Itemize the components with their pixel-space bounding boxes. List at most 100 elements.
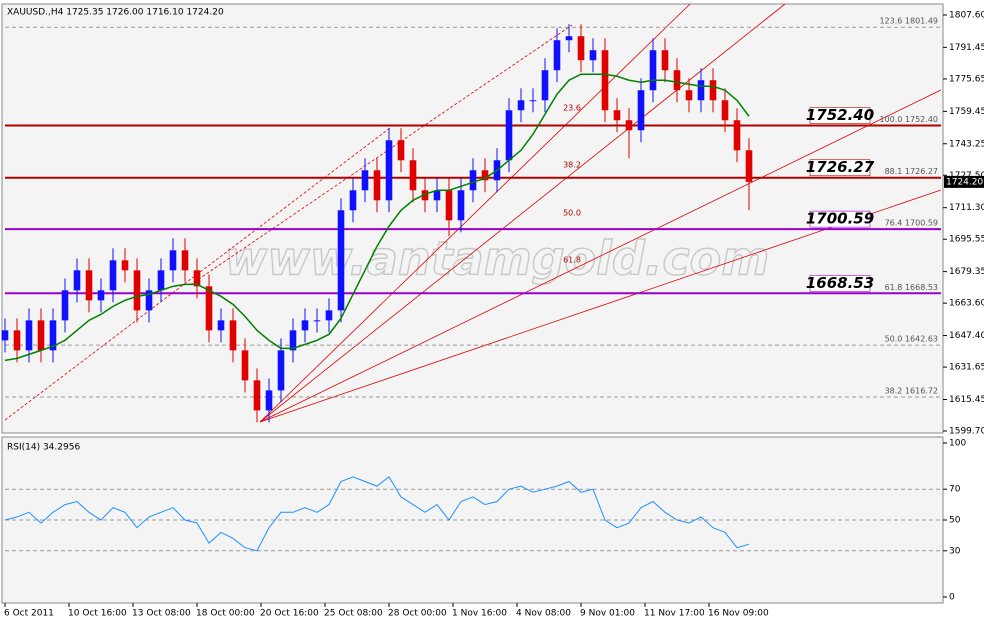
candle-body bbox=[193, 270, 201, 287]
y-tick-label: 1727.50 bbox=[949, 171, 984, 181]
candle-body bbox=[217, 320, 225, 331]
fib-label: 50.0 1642.63 bbox=[885, 335, 938, 344]
y-tick-label: 1679.35 bbox=[949, 267, 984, 277]
x-tick-label: 28 Oct 00:00 bbox=[388, 609, 447, 619]
candle-body bbox=[625, 120, 633, 131]
moving-average bbox=[4, 73, 750, 362]
candle-body bbox=[85, 270, 93, 301]
fan-label: 61.8 bbox=[563, 256, 581, 265]
y-tick-label: 0 bbox=[949, 593, 955, 603]
candle-body bbox=[421, 190, 429, 201]
y-tick-label: 100 bbox=[949, 439, 966, 449]
candle-body bbox=[73, 270, 81, 291]
candle-body bbox=[61, 290, 69, 321]
x-tick-label: 6 Oct 2011 bbox=[4, 609, 54, 619]
y-tick-label: 1647.40 bbox=[949, 331, 984, 341]
rsi-title: RSI(14) 34.2956 bbox=[7, 443, 80, 453]
candle-body bbox=[613, 110, 621, 121]
current-price-label: 1724.20 bbox=[946, 177, 983, 187]
y-tick-label: 1791.45 bbox=[949, 43, 984, 53]
fib-label: 88.1 1726.27 bbox=[885, 167, 938, 176]
candle-body bbox=[373, 170, 381, 201]
x-tick-label: 10 Oct 16:00 bbox=[68, 609, 127, 619]
fib-label: 123.6 1801.49 bbox=[879, 17, 938, 26]
candle-body bbox=[205, 286, 213, 331]
fan-label: 38.2 bbox=[563, 161, 581, 170]
candle-body bbox=[109, 260, 117, 291]
candle-body bbox=[229, 320, 237, 351]
candle-body bbox=[673, 70, 681, 91]
fib-label: 100.0 1752.40 bbox=[879, 115, 938, 124]
y-tick-label: 1695.55 bbox=[949, 235, 984, 245]
x-tick-label: 11 Nov 17:00 bbox=[644, 609, 705, 619]
fib-label: 76.4 1700.59 bbox=[885, 219, 938, 228]
y-tick-label: 1663.60 bbox=[949, 299, 984, 309]
y-tick-label: 1743.25 bbox=[949, 139, 984, 149]
candle-body bbox=[541, 70, 549, 101]
candle-body bbox=[481, 170, 489, 181]
candle-body bbox=[565, 36, 573, 41]
x-tick-label: 18 Oct 00:00 bbox=[196, 609, 255, 619]
candle-body bbox=[409, 160, 417, 191]
candle-body bbox=[397, 140, 405, 161]
level-box bbox=[809, 210, 871, 228]
level-box bbox=[809, 159, 871, 177]
x-tick-label: 13 Oct 08:00 bbox=[132, 609, 191, 619]
candle-body bbox=[277, 350, 285, 391]
candle-body bbox=[553, 40, 561, 71]
candle-body bbox=[469, 170, 477, 191]
candle-body bbox=[1, 330, 9, 341]
y-tick-label: 50 bbox=[949, 516, 961, 526]
candle-body bbox=[253, 380, 261, 411]
level-box bbox=[809, 107, 871, 124]
level-label: 1700.59 bbox=[806, 210, 874, 228]
x-tick-label: 25 Oct 08:00 bbox=[324, 609, 383, 619]
watermark: www.antamgold.com bbox=[225, 232, 769, 286]
candle-body bbox=[169, 250, 177, 271]
y-tick-label: 1807.60 bbox=[949, 11, 984, 21]
candle-body bbox=[505, 110, 513, 161]
y-tick-label: 1775.65 bbox=[949, 74, 984, 84]
candle-body bbox=[325, 310, 333, 321]
y-tick-label: 1631.65 bbox=[949, 363, 984, 373]
fan-label: 23.6 bbox=[563, 104, 581, 113]
candle-body bbox=[289, 330, 297, 351]
candle-body bbox=[589, 50, 597, 61]
candle-body bbox=[709, 80, 717, 101]
level-label: 1726.27 bbox=[806, 158, 875, 176]
level-label: 1752.40 bbox=[806, 106, 874, 124]
candle-body bbox=[49, 320, 57, 351]
y-tick-label: 1599.70 bbox=[949, 427, 984, 437]
candle-body bbox=[121, 260, 129, 271]
candle-body bbox=[517, 100, 525, 111]
y-tick-label: 1711.30 bbox=[949, 203, 984, 213]
candle-body bbox=[733, 120, 741, 151]
y-tick-label: 1615.45 bbox=[949, 395, 984, 405]
x-tick-label: 16 Nov 09:00 bbox=[708, 609, 769, 619]
y-tick-label: 1759.45 bbox=[949, 107, 984, 117]
candle-body bbox=[649, 50, 657, 91]
x-tick-label: 4 Nov 08:00 bbox=[516, 609, 571, 619]
candle-body bbox=[361, 170, 369, 191]
candle-body bbox=[445, 190, 453, 221]
candle-body bbox=[721, 100, 729, 121]
x-tick-label: 20 Oct 16:00 bbox=[260, 609, 319, 619]
fib-label: 38.2 1616.72 bbox=[885, 386, 938, 395]
candle-body bbox=[37, 320, 45, 351]
candle-body bbox=[745, 150, 753, 182]
candle-body bbox=[433, 190, 441, 201]
candle-body bbox=[313, 320, 321, 322]
price-panel bbox=[1, 3, 944, 434]
candle-body bbox=[241, 350, 249, 381]
x-tick-label: 1 Nov 16:00 bbox=[452, 609, 507, 619]
rsi-panel bbox=[1, 436, 944, 604]
candle-body bbox=[685, 90, 693, 101]
level-box bbox=[809, 274, 871, 292]
candle-body bbox=[25, 320, 33, 351]
candle-body bbox=[13, 330, 21, 351]
candle-body bbox=[265, 390, 273, 411]
candle-body bbox=[529, 100, 537, 102]
candle-body bbox=[637, 90, 645, 131]
candle-body bbox=[181, 250, 189, 271]
